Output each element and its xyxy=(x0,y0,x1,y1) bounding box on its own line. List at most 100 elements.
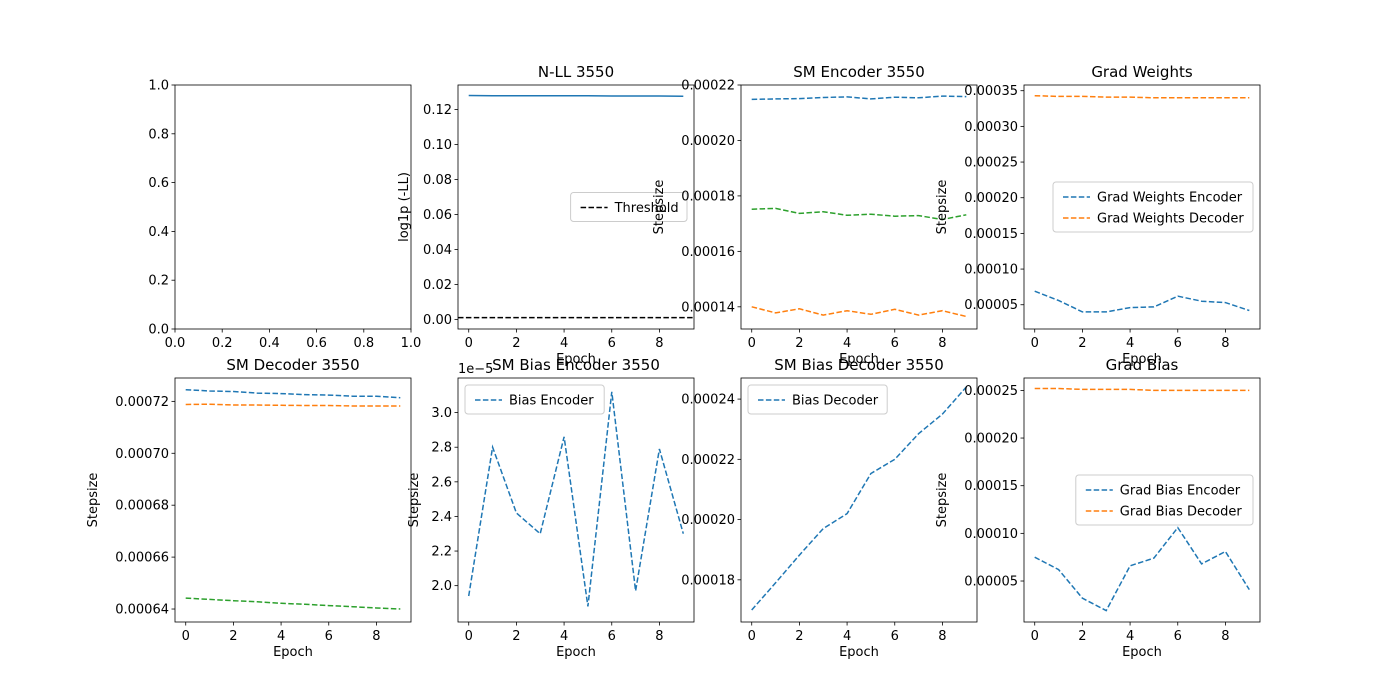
x-tick-label: 8 xyxy=(938,336,946,351)
legend-entry: Grad Weights Decoder xyxy=(1097,212,1244,227)
x-axis-label: Epoch xyxy=(556,645,596,660)
plot-area xyxy=(175,85,411,329)
axes-frame xyxy=(174,377,412,623)
axes-frame xyxy=(1023,84,1261,330)
x-tick-label: 0 xyxy=(748,336,756,351)
x-tick-label: 6 xyxy=(891,629,899,644)
x-tick-label: 2 xyxy=(795,336,803,351)
x-tick-label: 8 xyxy=(1221,629,1229,644)
series-line-0 xyxy=(185,388,401,399)
y-tick-label: 0.00018 xyxy=(681,573,735,588)
x-tick-label: 4 xyxy=(843,629,851,644)
x-axis-label: Epoch xyxy=(273,645,313,660)
panel-sm-encoder: 0 2 4 6 8 0.00014 0.00016 0.00018 0.00020 0.00022… xyxy=(652,63,978,367)
legend: Bias Encoder xyxy=(464,384,605,415)
x-tick-label: 6 xyxy=(891,336,899,351)
x-tick-label: 0.0 xyxy=(165,336,186,351)
x-tick-label: 8 xyxy=(655,336,663,351)
x-tick-label: 2 xyxy=(795,629,803,644)
x-tick-label: 2 xyxy=(512,629,520,644)
plot-area xyxy=(175,378,411,622)
series-group xyxy=(1034,387,1250,612)
y-tick-label: 0.00025 xyxy=(964,384,1018,399)
y-tick-label: 0.00024 xyxy=(681,393,735,408)
x-tick-label: 0 xyxy=(1031,336,1039,351)
y-tick-label: 0.8 xyxy=(148,127,169,142)
series-line-2 xyxy=(185,597,401,610)
y-tick-label: 0.00020 xyxy=(964,191,1018,206)
y-tick-label: 2.4 xyxy=(431,510,452,525)
chart-title: N-LL 3550 xyxy=(538,63,614,81)
x-tick-label: 4 xyxy=(1126,629,1134,644)
legend: Bias Decoder xyxy=(747,384,888,415)
y-tick-label: 0.00025 xyxy=(964,156,1018,171)
y-tick-label: 2.8 xyxy=(431,441,452,456)
y-tick-label: 0.00018 xyxy=(681,189,735,204)
chart-title: SM Bias Encoder 3550 xyxy=(492,356,660,374)
x-tick-label: 0.4 xyxy=(259,336,280,351)
x-tick-label: 0.6 xyxy=(306,336,327,351)
x-tick-label: 0.8 xyxy=(353,336,374,351)
y-tick-label: 0.00005 xyxy=(964,298,1018,313)
series-line-2 xyxy=(751,207,967,221)
y-tick-label: 0.00010 xyxy=(964,263,1018,278)
x-axis-label: Epoch xyxy=(556,352,596,367)
x-axis-label: Epoch xyxy=(1122,352,1162,367)
chart-title: SM Bias Decoder 3550 xyxy=(774,356,944,374)
panel-sm-bias-decoder: 0 2 4 6 8 0.00018 0.00020 0.00022 0.00024 SM Bias… xyxy=(681,356,978,660)
series-line-0 xyxy=(468,94,684,97)
chart-title: Grad Weights xyxy=(1091,63,1193,81)
y-tick-label: 0.10 xyxy=(423,138,452,153)
y-tick-label: 3.0 xyxy=(431,406,452,421)
y-tick-label: 0.00035 xyxy=(964,84,1018,99)
legend-entry: Bias Encoder xyxy=(509,394,594,409)
series-group xyxy=(458,94,694,319)
x-tick-label: 8 xyxy=(938,629,946,644)
series-line-0 xyxy=(751,386,967,611)
x-tick-label: 4 xyxy=(1126,336,1134,351)
series-line-0 xyxy=(751,95,967,101)
x-tick-label: 4 xyxy=(277,629,285,644)
panel-sm-bias-encoder: 0 2 4 6 8 2.0 2.2 2.4 2.6 2.8 3.0 1e−5SM Bias Encod… xyxy=(407,356,695,660)
legend-box xyxy=(1075,474,1254,526)
series-line-0 xyxy=(467,391,685,607)
y-tick-label: 0.02 xyxy=(423,278,452,293)
plot-area xyxy=(458,378,694,622)
y-tick-label: 0.00015 xyxy=(964,227,1018,242)
x-tick-label: 8 xyxy=(1221,336,1229,351)
axes-frame xyxy=(740,377,978,623)
panel-grad-weights: 0 2 4 6 8 0.00005 0.00010 0.00015 0.00020 0.00025… xyxy=(935,63,1261,367)
series-group xyxy=(751,386,967,611)
y-tick-label: 0.2 xyxy=(148,274,169,289)
series-line-1 xyxy=(185,403,401,407)
legend-box xyxy=(570,192,688,222)
y-tick-label: 0.00072 xyxy=(115,395,169,410)
y-tick-label: 0.00066 xyxy=(115,551,169,566)
y-tick-label: 0.00070 xyxy=(115,447,169,462)
axes-frame xyxy=(740,84,978,330)
y-tick-label: 0.00 xyxy=(423,313,452,328)
legend-box xyxy=(747,384,888,415)
legend-box xyxy=(464,384,605,415)
y-offset-text: 1e−5 xyxy=(458,362,493,377)
x-tick-label: 2 xyxy=(1078,336,1086,351)
x-tick-label: 0 xyxy=(748,629,756,644)
series-group xyxy=(467,391,685,607)
y-tick-label: 0.00020 xyxy=(681,513,735,528)
y-tick-label: 0.0 xyxy=(148,323,169,338)
y-tick-label: 2.0 xyxy=(431,579,452,594)
series-line-1 xyxy=(1034,387,1250,392)
x-tick-label: 8 xyxy=(372,629,380,644)
legend-entry: Grad Weights Encoder xyxy=(1097,191,1243,206)
chart-title: Grad Bias xyxy=(1106,356,1179,374)
y-tick-label: 0.00014 xyxy=(681,300,735,315)
axes-frame xyxy=(1023,377,1261,623)
panel-blank: 0.0 0.2 0.4 0.6 0.8 1.0 0.0 0.2 0.4 0.6 0.8 1.0 xyxy=(148,79,421,352)
chart-title: SM Encoder 3550 xyxy=(793,63,925,81)
x-tick-label: 2 xyxy=(512,336,520,351)
x-tick-label: 4 xyxy=(843,336,851,351)
x-tick-label: 6 xyxy=(325,629,333,644)
x-axis-label: Epoch xyxy=(839,352,879,367)
series-line-0 xyxy=(1034,526,1250,612)
